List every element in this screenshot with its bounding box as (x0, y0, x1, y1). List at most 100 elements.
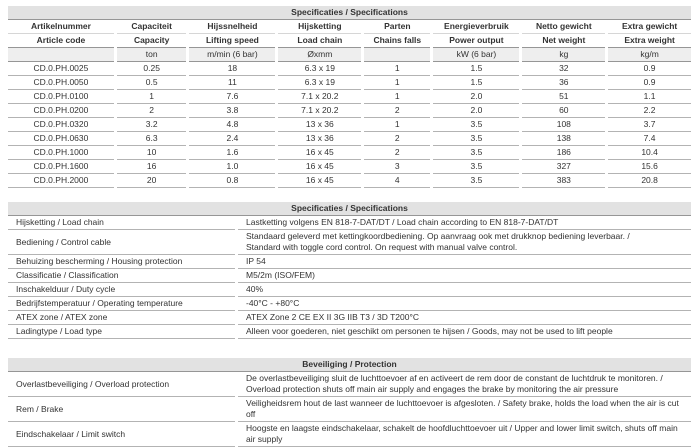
table-row: Behuizing bescherming / Housing protecti… (8, 255, 691, 269)
header-row-en: Article code Capacity Lifting speed Load… (8, 34, 691, 48)
spec-cell: 7.1 x 20.2 (278, 90, 362, 104)
unit-cell: m/min (6 bar) (189, 48, 276, 62)
spec-cell: 1 (364, 118, 431, 132)
spec-cell: 7.4 (608, 132, 691, 146)
spec-cell: 4.8 (189, 118, 276, 132)
spec-cell: 3.8 (189, 104, 276, 118)
cell-article-code: CD.0.PH.0630 (8, 132, 114, 146)
row-value: IP 54 (238, 255, 691, 269)
row-value: Veiligheidsrem hout de last wanneer de l… (238, 397, 691, 422)
section-title: Beveiliging / Protection (8, 358, 691, 372)
column-header: Netto gewicht (522, 20, 606, 34)
spec-cell: 3.5 (433, 146, 520, 160)
column-header: Parten (364, 20, 431, 34)
specs-title-row: Specificaties / Specifications (8, 6, 691, 20)
spec-cell: 0.5 (116, 76, 187, 90)
spec-cell: 1 (364, 62, 431, 76)
spec-cell: 1.6 (189, 146, 276, 160)
spec-cell: 60 (522, 104, 606, 118)
row-label: Ladingtype / Load type (8, 325, 235, 339)
unit-cell: Øxmm (278, 48, 362, 62)
spec-cell: 36 (522, 76, 606, 90)
unit-cell (364, 48, 431, 62)
spec-cell: 16 (116, 160, 187, 174)
spec-cell: 51 (522, 90, 606, 104)
section-title: Specificaties / Specifications (8, 202, 691, 216)
column-header: Extra weight (608, 34, 691, 48)
spec-cell: 13 x 36 (278, 118, 362, 132)
table-row: Bediening / Control cable Standaard gele… (8, 230, 691, 255)
row-value: Alleen voor goederen, niet geschikt om p… (238, 325, 691, 339)
row-value: Standaard geleverd met kettingkoordbedie… (238, 230, 691, 255)
row-label: Hijsketting / Load chain (8, 216, 235, 230)
column-header: Artikelnummer (8, 20, 114, 34)
table-row: Classificatie / Classification M5/2m (IS… (8, 269, 691, 283)
table-row: Eindschakelaar / Limit switch Hoogste en… (8, 422, 691, 447)
unit-cell: kW (6 bar) (433, 48, 520, 62)
spec-cell: 6.3 (116, 132, 187, 146)
column-header: Capacity (116, 34, 187, 48)
column-header: Capaciteit (116, 20, 187, 34)
spec-cell: 138 (522, 132, 606, 146)
row-value: Hoogste en laagste eindschakelaar, schak… (238, 422, 691, 447)
unit-cell: kg/m (608, 48, 691, 62)
details-table: Specificaties / Specifications Hijsketti… (5, 202, 694, 339)
table-row: CD.0.PH.0100 1 7.6 7.1 x 20.2 1 2.0 51 1… (8, 90, 691, 104)
column-header: Extra gewicht (608, 20, 691, 34)
spec-cell: 186 (522, 146, 606, 160)
spec-cell: 108 (522, 118, 606, 132)
spec-cell: 1.5 (433, 62, 520, 76)
spec-cell: 2.4 (189, 132, 276, 146)
spec-cell: 3.5 (433, 160, 520, 174)
row-label: Inschakelduur / Duty cycle (8, 283, 235, 297)
spec-cell: 2 (364, 132, 431, 146)
cell-article-code: CD.0.PH.1600 (8, 160, 114, 174)
table-row: Bedrijfstemperatuur / Operating temperat… (8, 297, 691, 311)
spec-cell: 13 x 36 (278, 132, 362, 146)
row-label: ATEX zone / ATEX zone (8, 311, 235, 325)
spec-cell: 15.6 (608, 160, 691, 174)
unit-cell: kg (522, 48, 606, 62)
table-row: CD.0.PH.0630 6.3 2.4 13 x 36 2 3.5 138 7… (8, 132, 691, 146)
table-row: CD.0.PH.1000 10 1.6 16 x 45 2 3.5 186 10… (8, 146, 691, 160)
table-row: ATEX zone / ATEX zone ATEX Zone 2 CE EX … (8, 311, 691, 325)
row-label: Bedrijfstemperatuur / Operating temperat… (8, 297, 235, 311)
spec-cell: 4 (364, 174, 431, 188)
spec-cell: 0.8 (189, 174, 276, 188)
spec-cell: 3.2 (116, 118, 187, 132)
column-header: Load chain (278, 34, 362, 48)
cell-article-code: CD.0.PH.2000 (8, 174, 114, 188)
table-row: Rem / Brake Veiligheidsrem hout de last … (8, 397, 691, 422)
spec-cell: 0.25 (116, 62, 187, 76)
spec-cell: 2.0 (433, 104, 520, 118)
column-header: Power output (433, 34, 520, 48)
cell-article-code: CD.0.PH.0200 (8, 104, 114, 118)
cell-article-code: CD.0.PH.0050 (8, 76, 114, 90)
table-row: CD.0.PH.1600 16 1.0 16 x 45 3 3.5 327 15… (8, 160, 691, 174)
spec-cell: 16 x 45 (278, 146, 362, 160)
spec-cell: 1 (364, 76, 431, 90)
section-title: Specificaties / Specifications (8, 6, 691, 20)
column-header: Chains falls (364, 34, 431, 48)
spec-cell: 1 (364, 90, 431, 104)
row-value: ATEX Zone 2 CE EX II 3G IIB T3 / 3D T200… (238, 311, 691, 325)
cell-article-code: CD.0.PH.0320 (8, 118, 114, 132)
table-row: CD.0.PH.2000 20 0.8 16 x 45 4 3.5 383 20… (8, 174, 691, 188)
column-header: Net weight (522, 34, 606, 48)
row-label: Overlastbeveiliging / Overload protectio… (8, 372, 235, 397)
spec-cell: 32 (522, 62, 606, 76)
table-row: Ladingtype / Load type Alleen voor goede… (8, 325, 691, 339)
column-header: Hijssnelheid (189, 20, 276, 34)
spec-cell: 11 (189, 76, 276, 90)
row-label: Behuizing bescherming / Housing protecti… (8, 255, 235, 269)
row-label: Eindschakelaar / Limit switch (8, 422, 235, 447)
spec-cell: 10.4 (608, 146, 691, 160)
unit-cell: ton (116, 48, 187, 62)
specifications-table: Specificaties / Specifications Artikelnu… (5, 6, 694, 188)
spec-cell: 16 x 45 (278, 174, 362, 188)
spec-cell: 1.5 (433, 76, 520, 90)
cell-article-code: CD.0.PH.1000 (8, 146, 114, 160)
spec-cell: 2.2 (608, 104, 691, 118)
protection-title-row: Beveiliging / Protection (8, 358, 691, 372)
